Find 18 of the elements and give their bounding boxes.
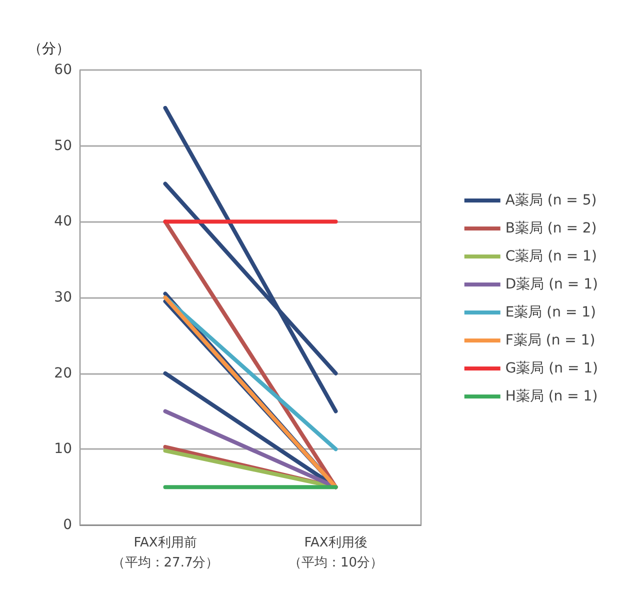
x-tick-label: FAX利用後（平均：10分） [288,536,384,570]
legend-label: F薬局 (n = 1) [505,332,596,348]
legend-label: E薬局 (n = 1) [505,304,596,320]
y-tick-label: 40 [54,214,72,230]
legend-label: G薬局 (n = 1) [505,360,598,376]
legend-label: B薬局 (n = 2) [505,220,597,236]
x-tick-label: FAX利用前（平均：27.7分） [112,536,219,570]
y-tick-label: 0 [63,517,72,533]
y-tick-label: 30 [54,290,72,306]
legend-label: D薬局 (n = 1) [505,276,598,292]
y-tick-label: 50 [54,138,72,154]
y-tick-label: 10 [54,441,72,458]
y-tick-label: 20 [54,365,72,382]
y-axis-title: （分） [28,41,70,57]
legend-label: H薬局 (n = 1) [505,388,598,404]
legend-label: C薬局 (n = 1) [505,248,597,264]
legend-label: A薬局 (n = 5) [505,192,597,208]
y-tick-label: 60 [54,62,72,78]
